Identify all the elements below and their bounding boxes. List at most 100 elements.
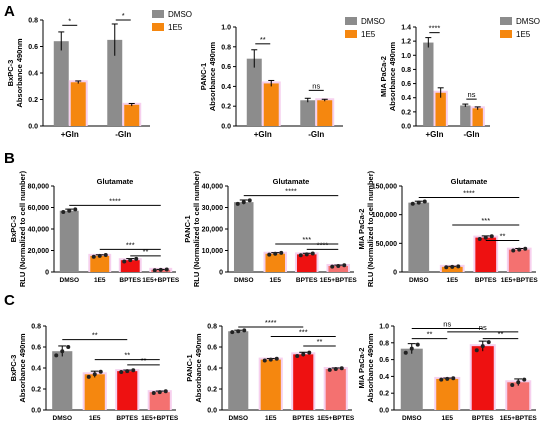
bar — [263, 83, 279, 126]
data-point — [158, 267, 163, 272]
data-point — [517, 247, 522, 252]
sig-label: **** — [429, 24, 441, 33]
data-point — [54, 353, 59, 358]
bar — [435, 92, 446, 126]
chart-a3: 0.0 0.2 0.4 0.6 0.8 1.0 1.2 1.4 MIA PaCa-2 Absorb… — [379, 17, 540, 139]
x-tick-label: DMSO — [60, 277, 80, 284]
data-point — [410, 201, 415, 206]
data-point — [262, 358, 267, 363]
data-point — [73, 207, 78, 212]
y-tick-label: 0.8 — [401, 67, 411, 74]
data-point — [131, 368, 136, 373]
x-tick-label: -Gln — [308, 130, 324, 139]
x-tick-label: +Gln — [61, 130, 79, 139]
x-tick-label: 1E5+BPTES — [320, 277, 358, 284]
data-point — [304, 252, 309, 257]
legend-label: DMSO — [361, 17, 385, 26]
sig-label: *** — [481, 216, 490, 225]
data-point — [151, 390, 156, 395]
bar — [296, 254, 317, 272]
y-tick-label: 40,000 — [202, 184, 224, 191]
y-tick-label: 0.8 — [31, 324, 41, 331]
y-tick-label: 0.4 — [379, 374, 389, 381]
y-axis-label-measure: Absorbance 490nm — [15, 38, 24, 108]
bar — [124, 104, 140, 126]
x-tick-label: DMSO — [409, 277, 429, 284]
legend-swatch — [500, 17, 512, 25]
x-tick-label: 1E5+BPTES — [500, 415, 538, 422]
bar — [300, 100, 316, 126]
legend-swatch — [152, 23, 164, 31]
chart-c2: 0.0 0.2 0.4 0.6 0.8 PANC-1 Absorbance 490nm DMS… — [185, 318, 355, 422]
y-axis-label-cellline: MIA PaCa-2 — [379, 56, 388, 97]
data-point — [510, 382, 515, 387]
x-tick-label: 1E5 — [446, 277, 458, 284]
y-tick-label: 0.8 — [28, 18, 38, 25]
chart-c3: 0.0 0.2 0.4 0.6 0.8 1.0 MIA PaCa-2 Absorbance 4… — [357, 320, 537, 422]
panel-label-c: C — [4, 292, 15, 309]
bar — [317, 100, 333, 126]
legend-label: 1E5 — [516, 30, 531, 39]
x-tick-label: -Gln — [115, 130, 131, 139]
y-axis-label-cellline: BxPC-3 — [9, 216, 18, 243]
data-point — [451, 376, 456, 381]
legend-swatch — [345, 30, 357, 38]
sig-label: *** — [126, 240, 135, 249]
data-point — [456, 264, 461, 269]
data-point — [474, 348, 479, 353]
data-point — [327, 367, 332, 372]
bar — [325, 369, 346, 410]
sig-label: ** — [498, 330, 504, 339]
y-tick-label: 100,000 — [372, 212, 397, 219]
data-point — [489, 234, 494, 239]
y-tick-label: 0.2 — [379, 391, 389, 398]
bar — [120, 260, 140, 272]
x-tick-label: BPTES — [119, 277, 141, 284]
bar — [508, 249, 530, 272]
data-point — [523, 246, 528, 251]
data-point — [445, 376, 450, 381]
x-tick-label: BPTES — [472, 415, 494, 422]
data-point — [522, 377, 527, 382]
x-tick-label: BPTES — [116, 415, 138, 422]
y-tick-label: 1.4 — [401, 25, 411, 32]
legend-label: 1E5 — [361, 30, 376, 39]
sig-label: ** — [143, 247, 149, 256]
data-point — [235, 201, 240, 206]
x-tick-label: DMSO — [402, 415, 422, 422]
y-tick-label: 20,000 — [28, 248, 50, 255]
bar — [107, 39, 123, 126]
y-tick-label: 0.0 — [379, 408, 389, 415]
legend-swatch — [152, 10, 164, 18]
y-tick-label: 0.0 — [401, 124, 411, 131]
y-tick-label: 0.0 — [31, 408, 41, 415]
x-tick-label: 1E5+BPTES — [142, 277, 180, 284]
bar — [53, 41, 69, 127]
data-point — [247, 198, 252, 203]
chart-b1: 0 20,000 40,000 60,000 80,000 BxPC-3 RLU (Norm… — [9, 170, 180, 287]
sig-label: * — [122, 11, 125, 20]
legend-swatch — [500, 30, 512, 38]
x-tick-label: DMSO — [53, 415, 73, 422]
sig-label: ns — [468, 90, 476, 99]
data-point — [450, 264, 455, 269]
data-point — [157, 390, 162, 395]
x-tick-label: DMSO — [229, 415, 249, 422]
y-axis-label-measure: Absorbance 490nm — [194, 333, 203, 403]
sig-label: **** — [109, 196, 121, 205]
legend-label: DMSO — [516, 17, 540, 26]
sig-label: **** — [317, 240, 329, 249]
data-point — [416, 200, 421, 205]
bar — [117, 371, 138, 410]
bar — [149, 392, 170, 410]
bar — [265, 253, 286, 272]
y-axis-label-measure: Absorbance 490nm — [208, 42, 217, 112]
bar — [228, 331, 249, 410]
x-tick-label: -Gln — [464, 130, 480, 139]
data-point — [241, 200, 246, 205]
data-point — [298, 253, 303, 258]
chart-c1: 0.0 0.2 0.4 0.6 0.8 BxPC-3 Absorbance 490nm DMS… — [9, 324, 179, 423]
data-point — [336, 263, 341, 268]
bar — [507, 382, 530, 410]
